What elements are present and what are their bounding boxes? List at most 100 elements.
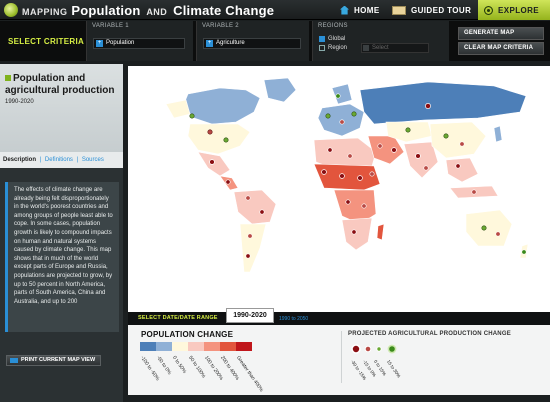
region-russia <box>359 81 527 125</box>
agri-marker <box>335 93 341 99</box>
agri-marker <box>377 143 383 149</box>
agri-marker <box>415 153 421 159</box>
plus-icon: + <box>96 40 103 47</box>
region-southeast-asia <box>445 157 479 183</box>
agri-marker <box>347 153 353 159</box>
global-option[interactable]: Global <box>319 36 345 42</box>
plus-icon: + <box>206 40 213 47</box>
region-sahel <box>313 163 381 191</box>
legend-swatch <box>204 342 220 351</box>
description-text: The effects of climate change are alread… <box>14 187 113 305</box>
agri-marker <box>327 147 333 153</box>
tab-definitions[interactable]: Definitions <box>44 157 73 163</box>
agri-marker <box>209 159 215 165</box>
compass-icon <box>484 5 493 15</box>
date-range-label: SELECT DATE/DATE RANGE <box>138 315 218 321</box>
panel-title: Population and agricultural production <box>5 73 115 96</box>
variable-2-select[interactable]: + Agriculture <box>203 38 301 49</box>
legend-label: Greater than 400% <box>235 355 265 394</box>
variable-2-group: VARIABLE 2 + Agriculture <box>196 21 309 61</box>
agri-marker <box>321 169 327 175</box>
date-range-option[interactable]: 1990 to 2050 <box>279 316 309 322</box>
agri-marker <box>391 147 397 153</box>
clear-map-criteria-button[interactable]: CLEAR MAP CRITERIA <box>458 42 544 55</box>
description-box[interactable]: The effects of climate change are alread… <box>5 182 119 332</box>
legend-swatch <box>140 342 156 351</box>
world-map[interactable] <box>128 66 550 316</box>
agri-marker <box>339 173 345 179</box>
map-view[interactable] <box>128 66 550 316</box>
print-map-button[interactable]: PRINT CURRENT MAP VIEW <box>6 355 101 366</box>
agri-marker <box>361 203 367 209</box>
map-icon <box>392 5 406 15</box>
nav-home[interactable]: HOME <box>340 0 380 20</box>
region-greenland <box>263 77 297 103</box>
date-range-active[interactable]: 1990-2020 <box>226 308 274 323</box>
nav-guided-tour[interactable]: GUIDED TOUR <box>392 0 471 20</box>
agri-marker <box>339 119 345 125</box>
variable-1-select[interactable]: + Population <box>93 38 185 49</box>
agri-marker <box>357 175 363 181</box>
agri-marker <box>207 129 213 135</box>
region-madagascar <box>376 223 385 241</box>
legend-label: -50 to 0% <box>155 355 173 376</box>
date-range-bar: SELECT DATE/DATE RANGE 1990-2020 1990 to… <box>128 308 550 325</box>
printer-icon <box>10 358 18 363</box>
region-china <box>429 121 487 159</box>
region-australia <box>465 209 513 247</box>
criteria-bar: SELECT CRITERIA VARIABLE 1 + Population … <box>0 21 550 61</box>
panel-header: Population and agricultural production 1… <box>0 64 123 152</box>
region-southern-africa <box>341 217 373 251</box>
generate-map-button[interactable]: GENERATE MAP <box>458 27 544 40</box>
agri-dot <box>387 344 397 354</box>
regions-group: REGIONS Global Region Select <box>312 21 449 61</box>
legend-swatch <box>156 342 172 351</box>
agri-marker <box>425 103 431 109</box>
region-scandinavia <box>331 83 353 105</box>
map-legend: POPULATION CHANGE -100 to -50% -50 to 0%… <box>128 325 550 395</box>
region-south-asia <box>403 141 439 179</box>
agri-marker <box>521 249 527 255</box>
tab-description[interactable]: Description <box>3 157 37 163</box>
region-south-america-north <box>233 189 277 225</box>
agri-marker <box>247 233 253 239</box>
bullet-icon <box>5 75 11 81</box>
agri-marker <box>455 163 461 169</box>
agri-marker <box>259 209 265 215</box>
agri-marker <box>325 113 331 119</box>
agri-marker <box>223 137 229 143</box>
plus-icon <box>363 45 369 51</box>
agri-marker <box>225 179 231 185</box>
tab-sources[interactable]: Sources <box>81 157 104 163</box>
info-panel: Population and agricultural production 1… <box>0 64 123 402</box>
region-select[interactable]: Select <box>361 43 429 53</box>
agri-dot <box>351 344 361 354</box>
agri-marker <box>405 127 411 133</box>
region-option[interactable]: Region <box>319 45 347 51</box>
legend-swatch <box>236 342 252 351</box>
agri-marker <box>245 253 251 259</box>
agri-legend-title: PROJECTED AGRICULTURAL PRODUCTION CHANGE <box>348 331 511 337</box>
checkbox-icon <box>319 36 325 42</box>
population-swatches <box>140 342 252 351</box>
nav-explore[interactable]: EXPLORE <box>478 0 550 20</box>
panel-years: 1990-2020 <box>5 99 34 105</box>
variable-1-group: VARIABLE 1 + Population <box>86 21 193 61</box>
region-south-america-south <box>239 223 267 273</box>
agri-marker <box>443 133 449 139</box>
region-alaska <box>165 99 191 119</box>
legend-swatch <box>172 342 188 351</box>
select-criteria-label: SELECT CRITERIA <box>8 37 85 46</box>
agri-marker <box>351 229 357 235</box>
agri-legend-dots <box>351 344 397 354</box>
home-icon <box>340 5 349 15</box>
legend-divider <box>341 331 342 383</box>
app-title: MAPPING Population AND Climate Change <box>22 3 275 18</box>
header-bar: MAPPING Population AND Climate Change HO… <box>0 0 550 20</box>
agri-marker <box>189 113 195 119</box>
agri-marker <box>245 195 251 201</box>
agri-marker <box>351 111 357 117</box>
region-mexico <box>197 151 231 177</box>
agri-dot <box>364 345 372 353</box>
globe-icon <box>4 3 18 17</box>
